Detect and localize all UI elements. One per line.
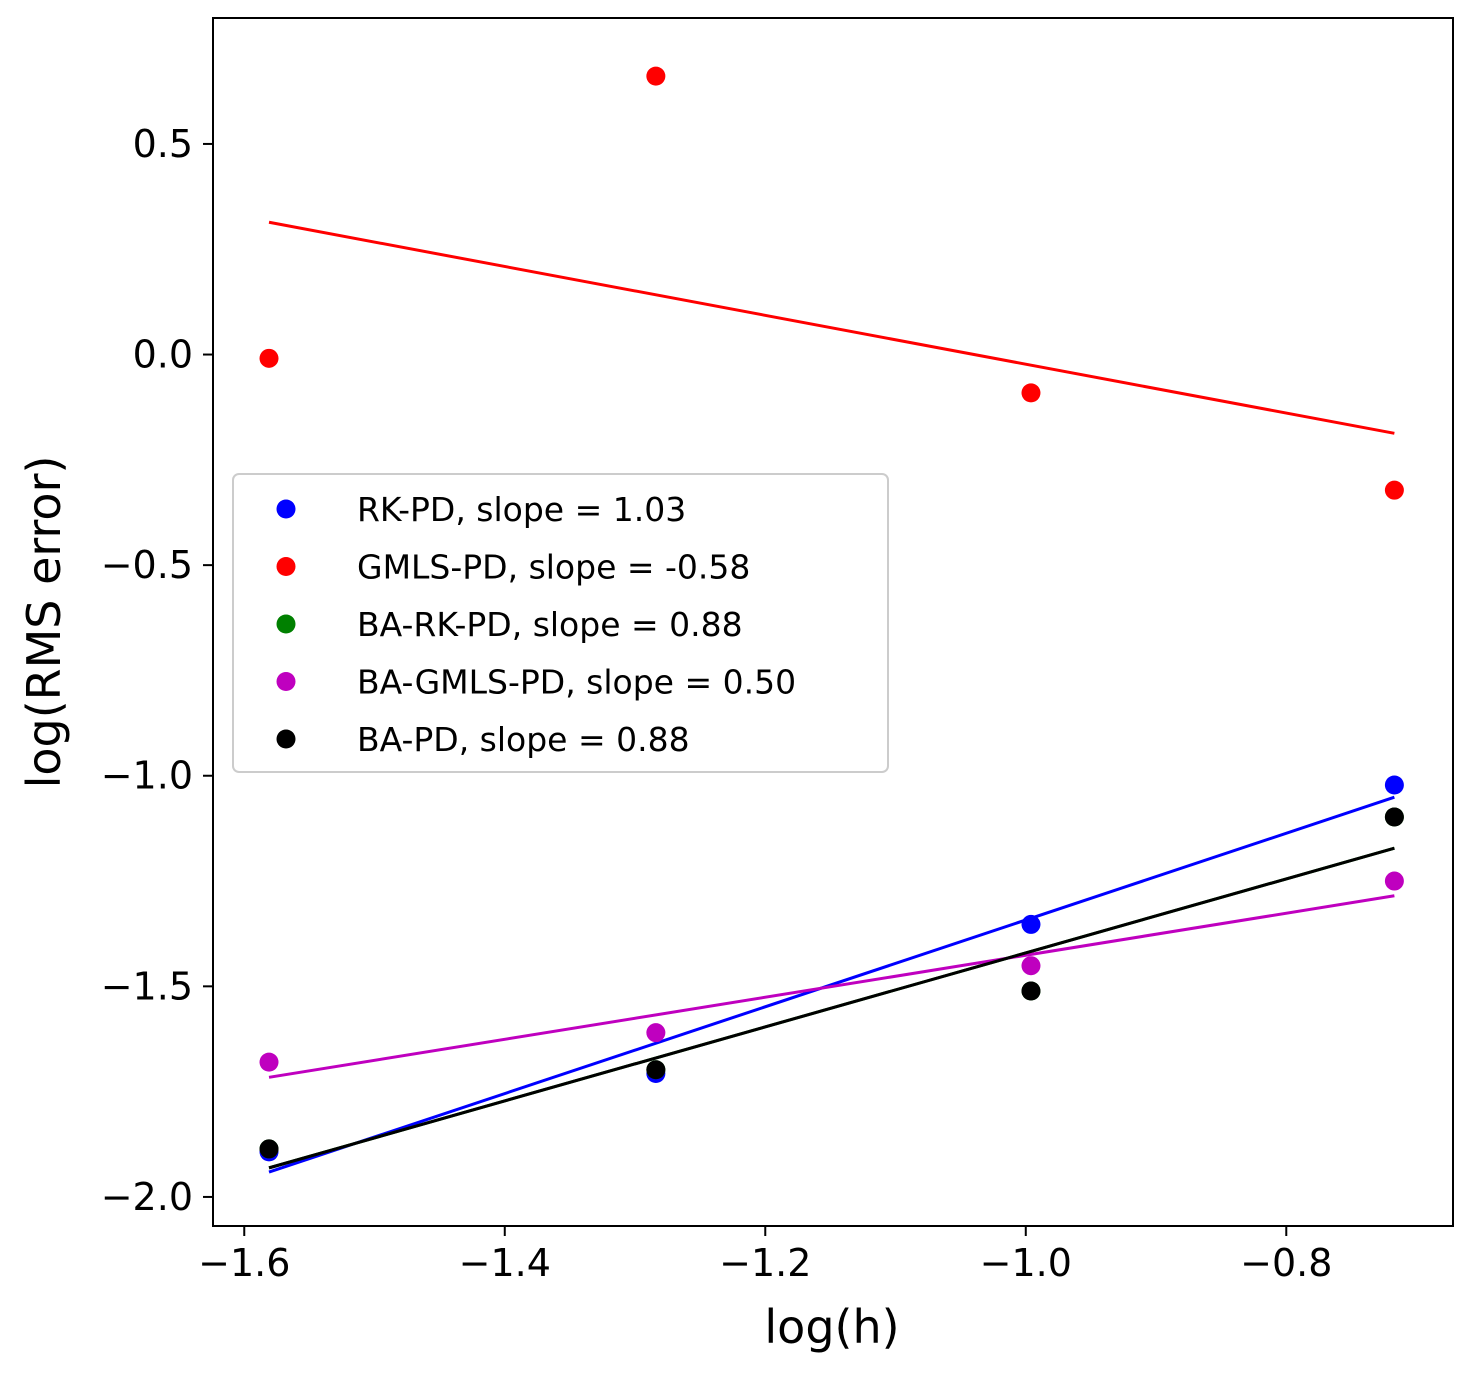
y-tick-label: 0.0 [133,333,193,377]
x-axis-ticks: −1.6 −1.4 −1.2 −1.0 −0.8 [198,1226,1332,1285]
legend-marker [276,499,296,519]
plot-frame [212,17,1454,1227]
legend-label: BA-GMLS-PD, slope = 0.50 [357,663,796,702]
x-tick-label: −1.6 [198,1241,290,1285]
legend-marker [276,557,296,576]
data-point [259,348,279,368]
data-point [646,66,666,86]
y-tick-label: 0.5 [133,122,193,166]
legend-marker [276,614,296,634]
data-point [1021,383,1041,403]
legend-label: BA-RK-PD, slope = 0.88 [357,605,743,644]
x-tick-label: −0.8 [1240,1241,1332,1285]
fit-line [268,220,1395,435]
x-tick-label: −1.4 [459,1241,551,1285]
y-axis-title: log(RMS error) [17,456,71,789]
fit-lines [268,220,1395,1174]
y-tick-label: −1.5 [101,964,193,1008]
legend: RK-PD, slope = 1.03 GMLS-PD, slope = -0.5… [232,473,889,773]
y-tick-label: −2.0 [101,1175,193,1219]
data-point [259,1139,279,1159]
data-point [1384,480,1404,500]
y-tick-label: −1.0 [101,754,193,798]
legend-label: GMLS-PD, slope = -0.58 [357,548,750,587]
legend-label: RK-PD, slope = 1.03 [357,490,686,529]
fit-line [268,894,1395,1079]
x-tick-label: −1.0 [980,1241,1072,1285]
legend-marker [276,729,296,749]
legend-label: BA-PD, slope = 0.88 [357,720,690,759]
data-points [259,66,1404,1162]
data-point [1384,775,1404,795]
x-tick-label: −1.2 [719,1241,811,1285]
data-point [646,1023,666,1043]
fit-line [268,846,1395,1170]
data-point [1021,981,1041,1001]
data-point [1384,871,1404,891]
x-axis-title: log(h) [764,1300,899,1354]
data-point [1021,914,1041,934]
y-axis-ticks: −2.0 −1.5 −1.0 −0.5 0.0 0.5 [101,122,213,1219]
data-point [646,1060,666,1080]
fit-line [268,795,1395,1174]
legend-marker [276,672,296,691]
data-point [259,1052,279,1072]
legend-box [232,473,889,773]
y-tick-label: −0.5 [101,543,193,587]
data-point [1021,956,1041,976]
data-point [1384,807,1404,827]
